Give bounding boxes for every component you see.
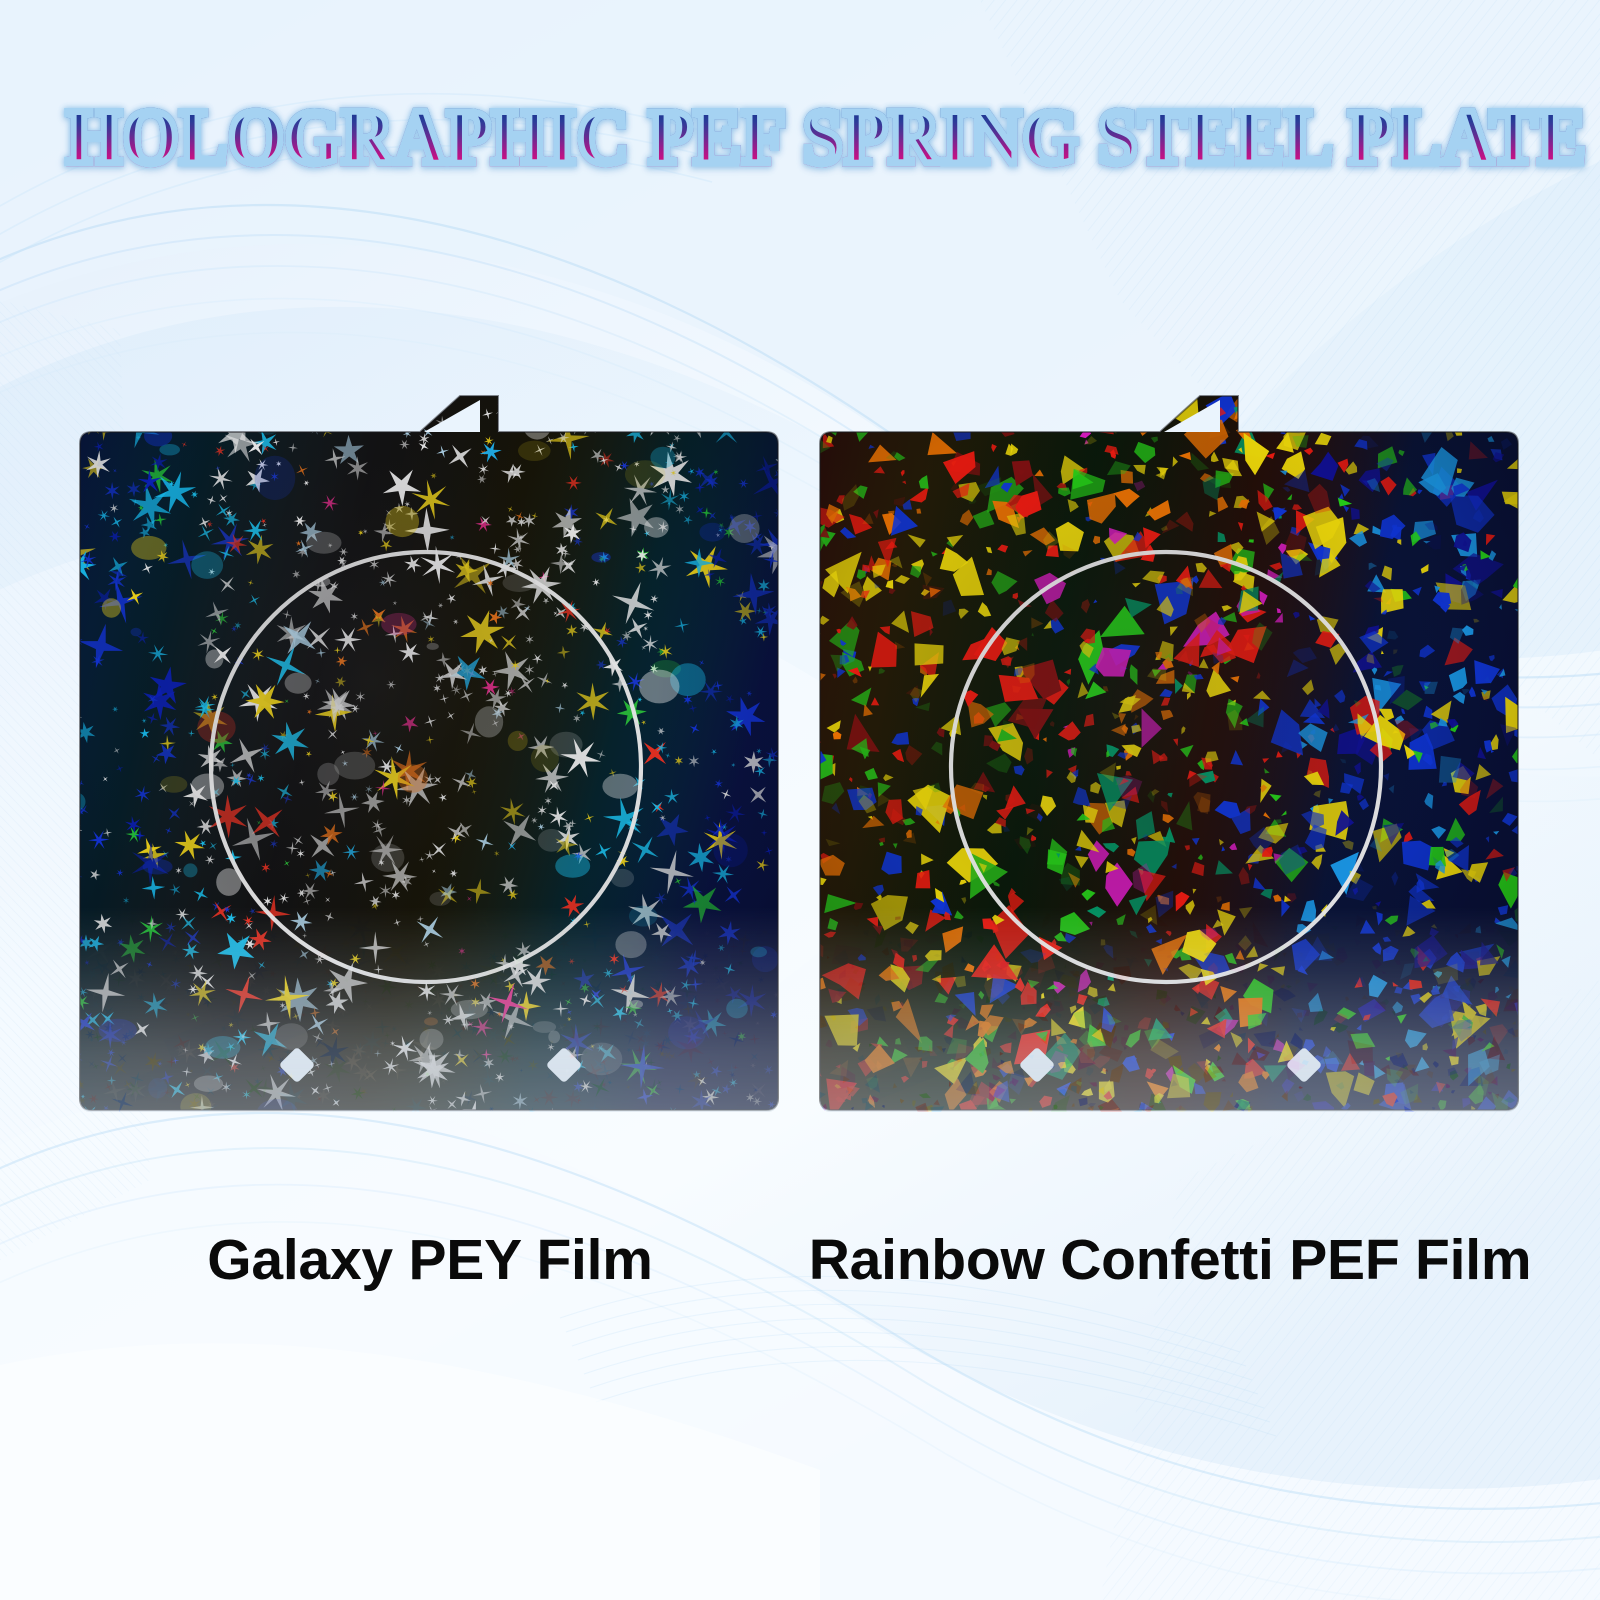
product-caption-galaxy: Galaxy PEY Film	[207, 1228, 653, 1292]
product-card-galaxy-pey	[68, 392, 790, 1114]
product-caption-confetti: Rainbow Confetti PEF Film	[808, 1228, 1532, 1292]
plate-stack-left	[68, 392, 790, 1114]
spring-steel-plate-confetti[interactable]	[808, 392, 1530, 1114]
product-card-rainbow-confetti-pef	[808, 392, 1530, 1114]
title-container: HOLOGRAPHIC PEF SPRING STEEL PLATE	[0, 93, 1600, 180]
plate-stack-right	[808, 392, 1530, 1114]
page-title: HOLOGRAPHIC PEF SPRING STEEL PLATE	[63, 93, 1589, 180]
spring-steel-plate-galaxy[interactable]	[68, 392, 790, 1114]
